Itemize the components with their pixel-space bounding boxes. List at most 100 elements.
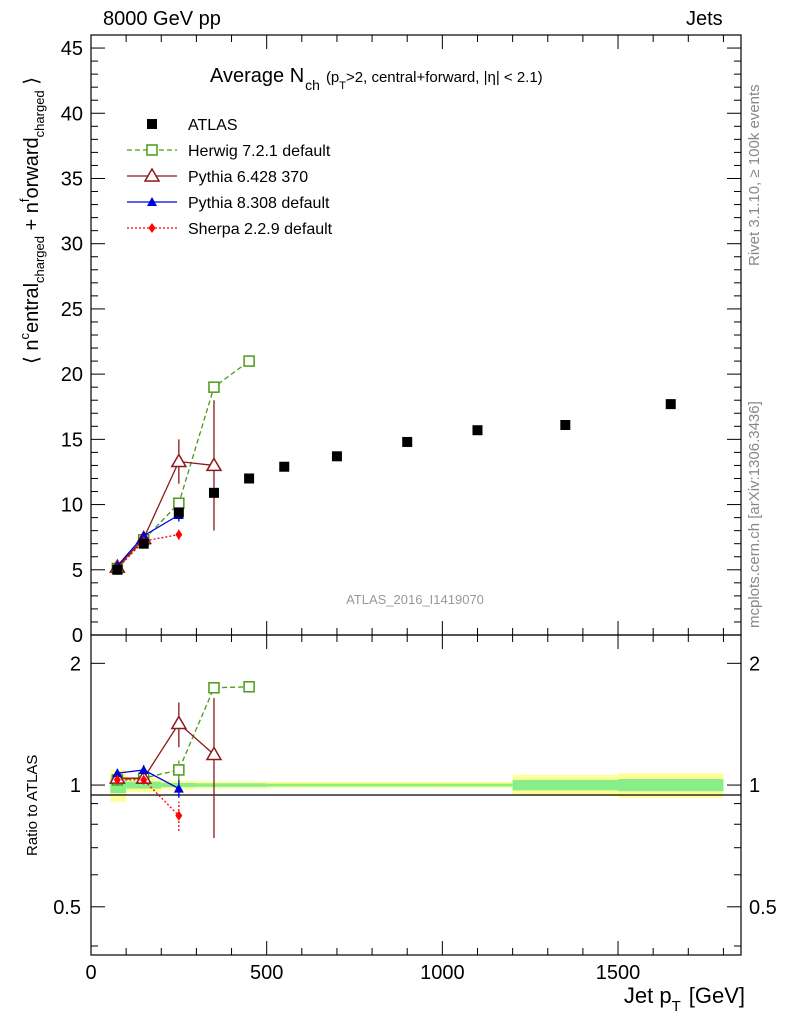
legend-item-herwig-7-2-1-default: Herwig 7.2.1 default [127,143,331,160]
x-tick-label: 500 [250,962,283,984]
legend-marker [143,167,161,182]
xlabel-tail: [GeV] [689,983,745,1008]
ratio-point-sherpa-2-2-9-default [175,810,183,821]
xlabel-sub: T [672,998,681,1015]
process-label: 8000 GeV pp [103,8,221,30]
main-point-herwig-7-2-1-default [208,381,220,393]
main-point-atlas [138,538,149,549]
legend-marker [147,119,157,129]
main-y-tick-label: 35 [61,168,83,190]
main-point-atlas [665,399,676,410]
ratio-point-pythia-6-428-370 [205,746,223,761]
title-rest-sub: T [339,80,346,92]
main-y-tick-label: 40 [61,103,83,125]
main-point-herwig-7-2-1-default [243,355,255,367]
main-title: Average Nch (pT>2, central+forward, |η| <… [210,65,543,93]
legend-item-atlas: ATLAS [147,117,238,134]
main-point-pythia-8-308-default [138,530,149,540]
ratio-point-sherpa-2-2-9-default [113,774,121,785]
main-y-tick-label: 15 [61,429,83,451]
main-point-atlas [402,436,413,447]
x-tick-label: 0 [85,962,96,984]
main-series-atlas [112,399,676,575]
ratio-panel: 0.5 0.5 1 1 2 2 0 500 1000 1500 Ratio to ATLAS J… [24,634,777,1015]
ratio-y-tick-label: 0.5 [53,897,81,919]
band-inner [372,783,443,787]
legend-marker [147,197,157,206]
title-sub: ch [305,77,320,93]
main-point-pythia-6-428-370 [205,456,223,472]
title-rest: (p [326,69,339,86]
main-y-tick-label: 45 [61,38,83,60]
legend-item-sherpa-2-2-9-default: Sherpa 2.2.9 default [127,221,333,238]
main-point-atlas [173,507,184,518]
main-y-tick-label: 0 [72,625,83,647]
main-point-sherpa-2-2-9-default [175,529,183,540]
legend-label: Pythia 6.428 370 [188,169,308,186]
main-point-pythia-6-428-370 [170,453,188,468]
ratio-y-tick-label-right: 1 [749,775,760,797]
legend-label: ATLAS [188,117,238,134]
title-main: Average N [210,65,304,87]
main-line-sherpa-2-2-9-default [116,533,179,569]
ratio-y-axis-label: Ratio to ATLAS [24,755,41,856]
main-point-atlas [244,473,255,484]
band-inner [126,781,162,789]
main-y-tick-label: 20 [61,364,83,386]
ratio-point-sherpa-2-2-9-default [140,774,148,785]
legend-label: Pythia 8.308 default [188,195,330,212]
legend: ATLAS Herwig 7.2.1 default Pythia 6.428 37… [127,117,333,238]
ratio-y-tick-label: 2 [70,653,81,675]
ratio-series-pythia-6-428-370 [109,698,223,838]
ratio-point-pythia-8-308-default [112,768,123,778]
ratio-point-herwig-7-2-1-default [173,764,185,776]
main-point-herwig-7-2-1-default [173,497,185,510]
ratio-point-herwig-7-2-1-default [208,682,220,694]
legend-label: Herwig 7.2.1 default [188,143,331,160]
legend-item-pythia-8-308-default: Pythia 8.308 default [127,195,330,212]
main-y-axis-label: ⟨ ncentralcharged + nforwardcharged ⟩ [17,77,47,364]
main-series-pythia-6-428-370 [109,400,223,573]
main-panel: 0 5 10 15 20 25 30 35 40 45 Average Nch (pT>2, cen… [17,34,742,647]
title-tail: >2, central+forward, |η| < 2.1) [346,69,543,86]
main-y-tick-label: 10 [61,495,83,517]
band-inner [512,779,619,791]
category-label: Jets [686,8,723,30]
ratio-line-pythia-6-428-370 [117,722,215,779]
x-axis-label: Jet pT [GeV] [624,983,745,1015]
main-plot-area [109,355,676,575]
x-tick-label: 1000 [420,962,465,984]
band-inner [301,783,373,787]
legend-marker [148,223,156,233]
main-y-tick-label: 30 [61,234,83,256]
ratio-y-tick-label: 1 [70,775,81,797]
main-point-atlas [208,487,219,498]
main-x-axis [90,35,724,635]
ratio-series-sherpa-2-2-9-default [113,774,183,831]
main-y-tick-label: 5 [72,560,83,582]
band-inner [442,783,513,787]
ratio-y-axis: 0.5 0.5 1 1 2 2 [53,653,777,947]
main-point-atlas [560,420,571,430]
legend-label: Sherpa 2.2.9 default [188,221,333,238]
ratio-x-axis: 0 500 1000 1500 [85,635,724,984]
ratio-y-tick-label-right: 0.5 [749,897,777,919]
ratio-plot-area [109,681,255,838]
main-point-atlas [472,425,483,436]
ratio-uncertainty-bands [110,769,724,802]
ratio-series-herwig-7-2-1-default [111,681,255,786]
main-point-atlas [331,451,342,462]
ratio-line-sherpa-2-2-9-default [117,779,180,817]
x-tick-label: 1500 [596,962,641,984]
band-inner [231,783,267,787]
main-y-axis: 0 5 10 15 20 25 30 35 40 45 [61,34,741,647]
legend-item-pythia-6-428-370: Pythia 6.428 370 [127,167,308,186]
band-inner [618,779,724,792]
xlabel-main: Jet p [624,983,672,1008]
band-inner [266,783,302,787]
main-y-tick-label: 25 [61,299,83,321]
main-line-pythia-6-428-370 [116,460,215,568]
ratio-point-pythia-8-308-default [173,783,184,793]
ratio-point-pythia-6-428-370 [170,714,188,730]
